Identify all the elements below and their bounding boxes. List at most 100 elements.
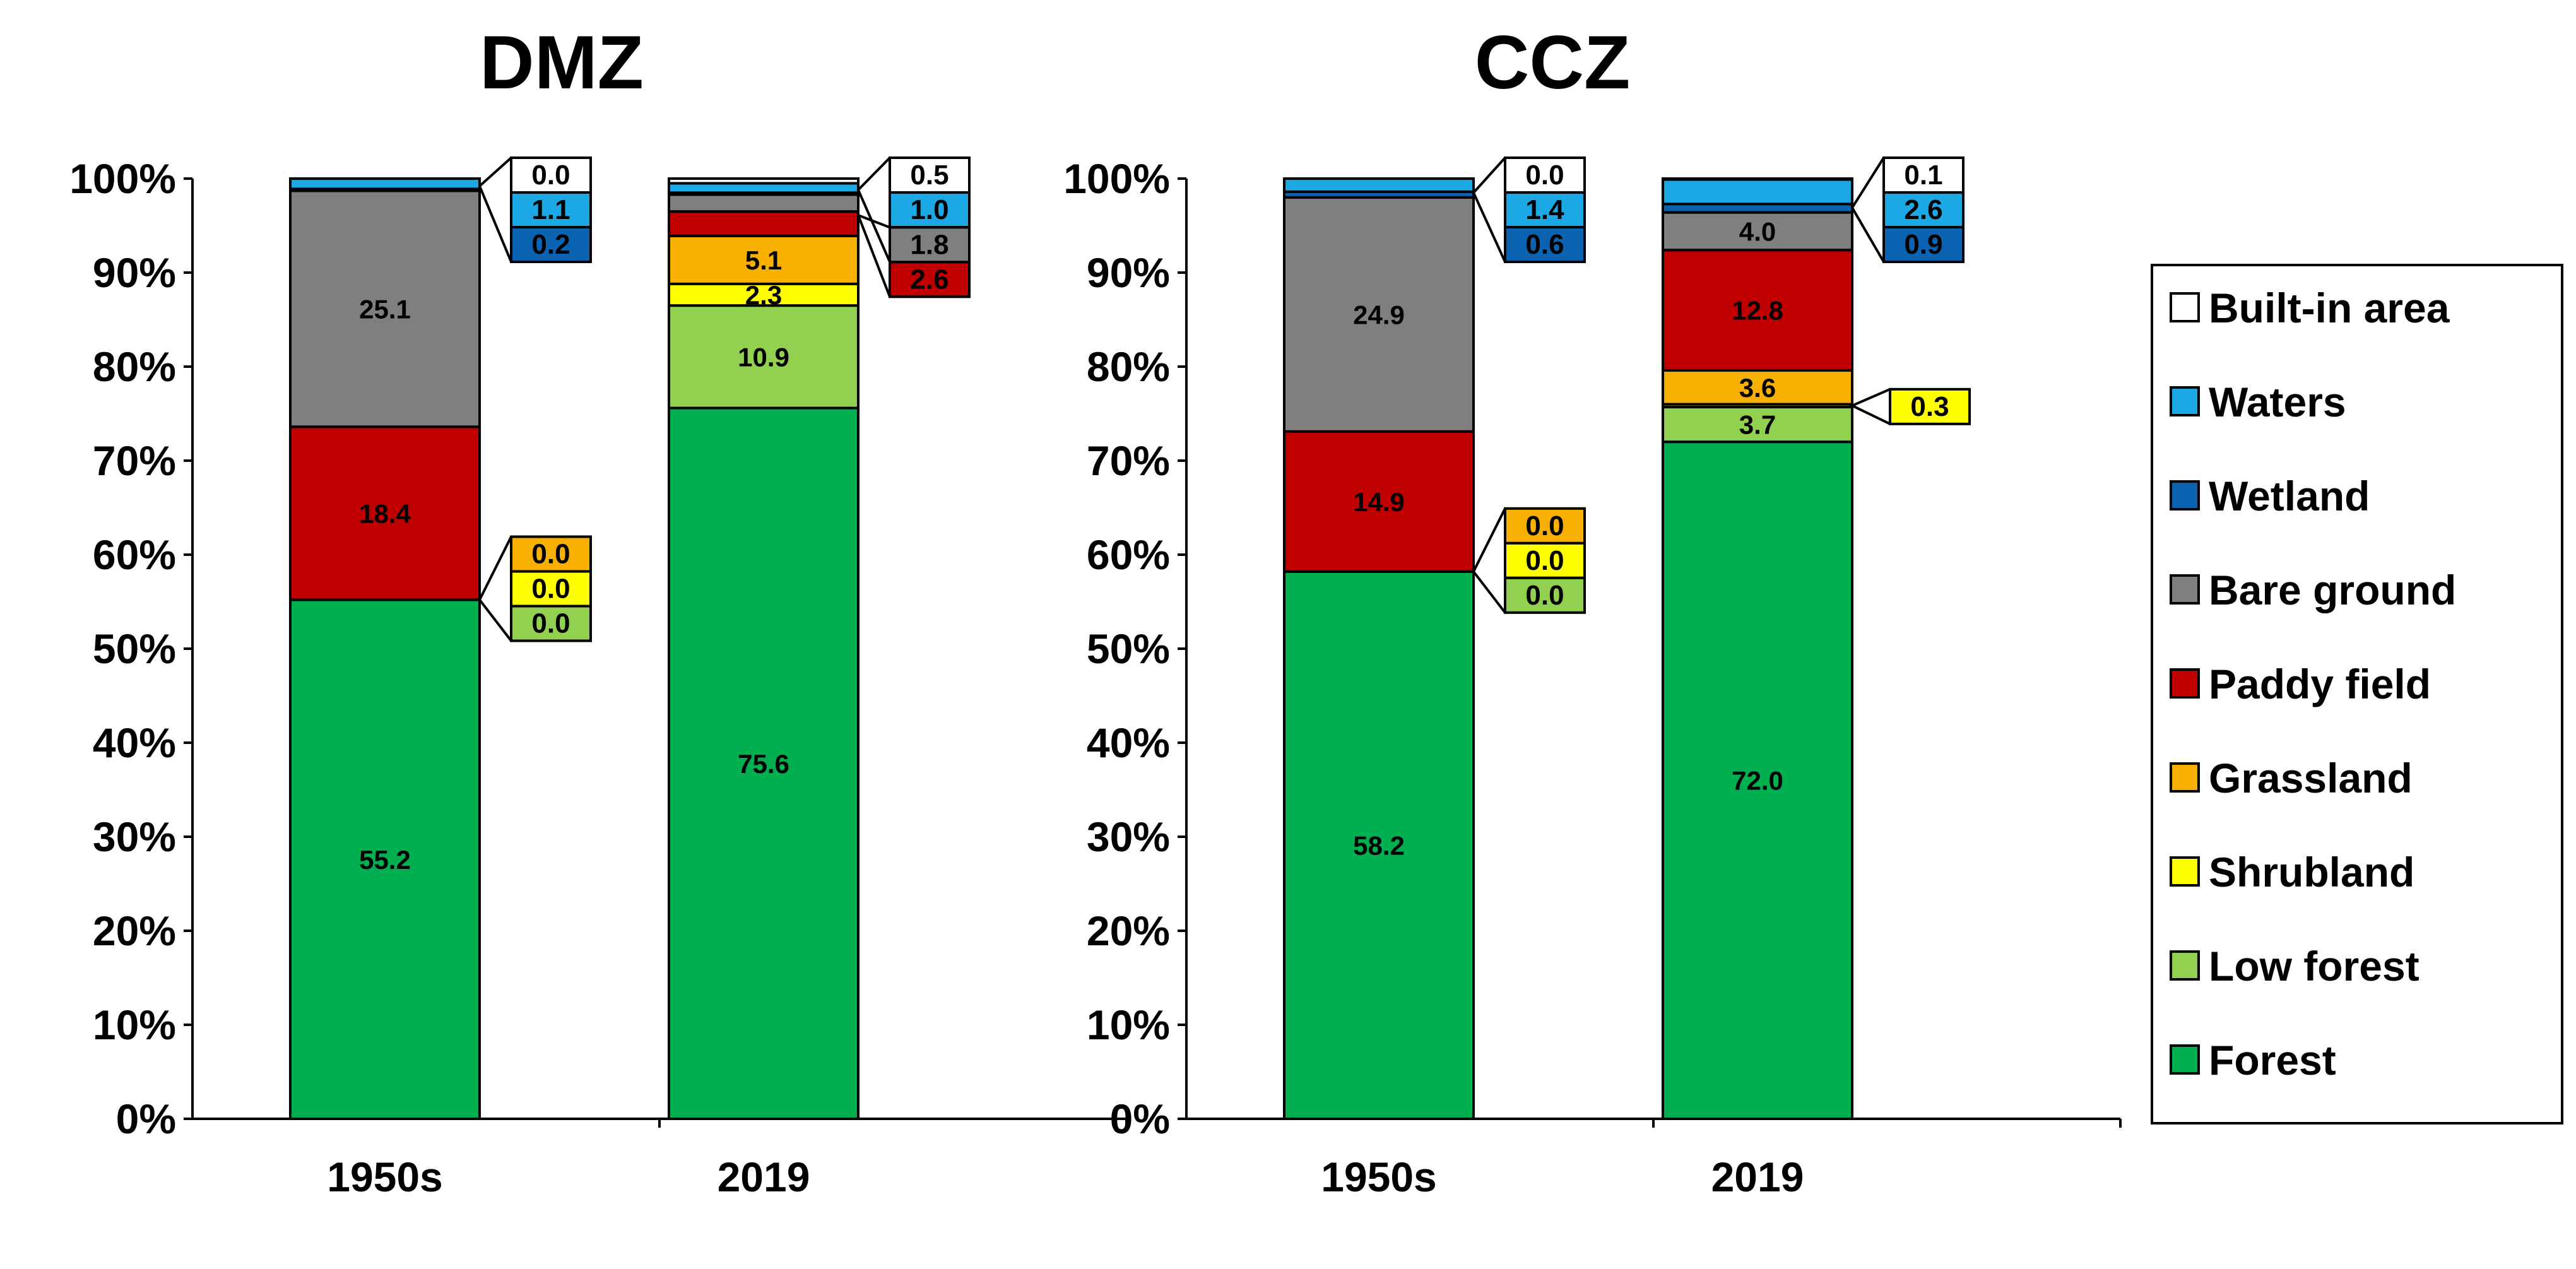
legend-label-grassland: Grassland <box>2209 755 2413 801</box>
callout-label-grassland-1950s: 0.0 <box>1525 511 1564 541</box>
category-label-1950s: 1950s <box>1321 1154 1437 1200</box>
callout-label-built-in-area-2019: 0.1 <box>1904 160 1942 191</box>
segment-label-low-forest-2019: 10.9 <box>738 342 789 372</box>
legend-swatch-paddy-field <box>2170 668 2200 699</box>
callout-box-built-in-area-2019 <box>889 156 971 194</box>
y-tick-label: 50% <box>93 625 176 672</box>
category-label-2019: 2019 <box>718 1154 810 1200</box>
y-tick-label: 20% <box>1087 907 1170 954</box>
callout-box-paddy-field-2019 <box>889 261 971 298</box>
bar-segment-paddy-field-1950s <box>289 425 481 601</box>
bar-segment-waters-1950s <box>1283 177 1475 193</box>
y-tick-label: 70% <box>1087 437 1170 484</box>
segment-label-paddy-field-2019: 12.8 <box>1732 296 1783 326</box>
side-callout-leader-line <box>856 213 891 298</box>
legend-swatch-built-in-area <box>2170 292 2200 322</box>
bar-segment-waters-1950s <box>289 177 481 191</box>
category-label-1950s: 1950s <box>327 1154 443 1200</box>
bar-segment-paddy-field-2019 <box>668 210 860 237</box>
legend-label-wetland: Wetland <box>2209 473 2370 519</box>
y-tick-label: 0% <box>116 1095 176 1142</box>
ccz-panel: CCZ 0% 10% 20% 30% 40% 50% 60% 70% 80% 90% 100% 1950… <box>1063 20 2122 1200</box>
callout-box-wetland-2019 <box>1882 226 1964 263</box>
callout-box-waters-2019 <box>1882 191 1964 228</box>
bar-segment-forest-2019 <box>668 406 860 1120</box>
legend-swatch-shrubland <box>2170 856 2200 887</box>
y-tick-label: 60% <box>1087 531 1170 578</box>
chart-title-dmz: DMZ <box>480 20 644 105</box>
segment-label-paddy-field-1950s: 18.4 <box>359 499 411 528</box>
y-tick-label: 60% <box>93 531 176 578</box>
segment-label-forest-2019: 72.0 <box>1732 766 1783 796</box>
bar-segment-bare-ground-1950s <box>289 189 481 428</box>
callout-label-low-forest-1950s: 0.0 <box>531 608 570 639</box>
callout-label-waters-2019: 1.0 <box>910 194 948 225</box>
callout-label-wetland-2019: 0.9 <box>1904 229 1942 260</box>
bar-segment-wetland-2019 <box>1662 203 1853 214</box>
category-label-2019: 2019 <box>1711 1154 1804 1200</box>
y-tick-label: 80% <box>1087 343 1170 390</box>
callout-box-built-in-area-1950s <box>510 156 592 194</box>
dmz-panel: DMZ 0% 10% 20% 30% 40% 50% 60% 70% 80% 90% 100% 1950… <box>69 20 1128 1200</box>
bar-segment-waters-2019 <box>1662 178 1853 206</box>
bar-segment-bare-ground-2019 <box>668 193 860 213</box>
legend: Built-in area Waters Wetland Bare ground Pad… <box>2151 264 2563 1124</box>
chart-title-ccz: CCZ <box>1475 20 1631 105</box>
bar-segment-low-forest-2019 <box>668 304 860 410</box>
callout-label-built-in-area-1950s: 0.0 <box>531 160 570 191</box>
callout-label-grassland-1950s: 0.0 <box>531 539 570 570</box>
bar-segment-waters-2019 <box>668 182 860 194</box>
callout-label-wetland-1950s: 0.2 <box>531 229 570 260</box>
callout-box-low-forest-1950s <box>1504 576 1586 614</box>
bar-segment-forest-1950s <box>289 598 481 1120</box>
y-tick-label: 80% <box>93 343 176 390</box>
segment-label-grassland-2019: 5.1 <box>745 245 782 275</box>
callout-label-low-forest-1950s: 0.0 <box>1525 580 1564 611</box>
callout-label-waters-2019: 2.6 <box>1904 194 1942 225</box>
segment-label-grassland-2019: 3.6 <box>1739 373 1776 403</box>
top-callout-leader-line <box>1472 156 1506 263</box>
y-tick-label: 10% <box>1087 1001 1170 1048</box>
callout-box-built-in-area-1950s <box>1504 156 1586 194</box>
legend-label-forest: Forest <box>2209 1037 2336 1083</box>
y-tick-label: 100% <box>69 155 176 202</box>
y-tick-label: 30% <box>1087 813 1170 860</box>
legend-label-waters: Waters <box>2209 379 2346 425</box>
single-callout-leader-line <box>1849 387 1891 425</box>
y-tick-label: 0% <box>1110 1095 1170 1142</box>
y-tick-label: 30% <box>93 813 176 860</box>
bar-segment-built-in-area-2019 <box>668 177 860 185</box>
bar-segment-forest-2019 <box>1662 440 1853 1121</box>
callout-label-built-in-area-1950s: 0.0 <box>1525 160 1564 191</box>
legend-swatch-low-forest <box>2170 950 2200 981</box>
y-tick-label: 50% <box>1087 625 1170 672</box>
segment-label-low-forest-2019: 3.7 <box>1739 410 1776 440</box>
y-tick-label: 40% <box>1087 719 1170 766</box>
callout-label-shrubland-1950s: 0.0 <box>531 574 570 605</box>
y-tick-label: 10% <box>93 1001 176 1048</box>
callout-box-waters-1950s <box>510 191 592 228</box>
legend-label-paddy-field: Paddy field <box>2209 661 2431 707</box>
segment-label-paddy-field-1950s: 14.9 <box>1353 487 1405 517</box>
callout-box-low-forest-1950s <box>510 605 592 642</box>
callout-label-waters-1950s: 1.4 <box>1525 194 1564 225</box>
bar-segment-bare-ground-2019 <box>1662 211 1853 252</box>
callout-label-wetland-1950s: 0.6 <box>1525 229 1564 260</box>
legend-swatch-bare-ground <box>2170 574 2200 605</box>
legend-label-bare-ground: Bare ground <box>2209 567 2456 613</box>
legend-label-shrubland: Shrubland <box>2209 849 2414 895</box>
segment-label-forest-2019: 75.6 <box>738 749 789 779</box>
bar-segment-grassland-2019 <box>1662 369 1853 406</box>
legend-swatch-wetland <box>2170 480 2200 511</box>
callout-box-shrubland-2019 <box>1889 387 1971 425</box>
legend-swatch-forest <box>2170 1044 2200 1075</box>
top-callout-leader-line <box>856 156 891 263</box>
segment-label-shrubland-2019: 2.3 <box>745 280 782 310</box>
callout-label-bare-ground-2019: 1.8 <box>910 229 948 260</box>
legend-swatch-waters <box>2170 386 2200 416</box>
bar-segment-low-forest-2019 <box>1662 406 1853 444</box>
y-tick-label: 100% <box>1063 155 1170 202</box>
y-tick-label: 20% <box>93 907 176 954</box>
callout-label-waters-1950s: 1.1 <box>531 194 570 225</box>
